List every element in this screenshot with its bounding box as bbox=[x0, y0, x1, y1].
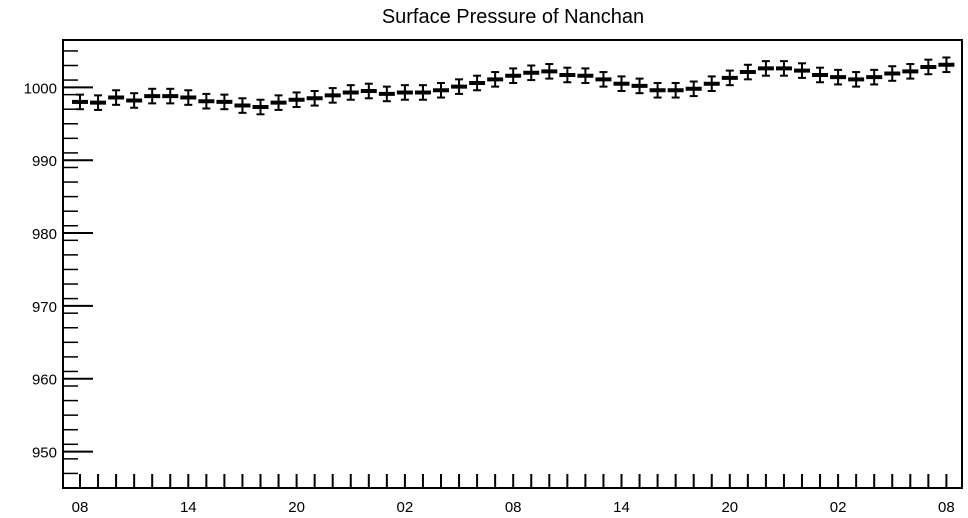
data-point bbox=[396, 84, 413, 101]
data-point bbox=[90, 94, 107, 111]
data-point bbox=[902, 63, 919, 80]
data-point bbox=[938, 56, 955, 74]
data-point bbox=[685, 80, 702, 98]
y-tick-label: 950 bbox=[32, 445, 57, 462]
data-point bbox=[288, 91, 305, 109]
data-point bbox=[866, 68, 883, 86]
data-point bbox=[234, 97, 251, 114]
data-point bbox=[721, 69, 738, 87]
y-tick-label: 990 bbox=[32, 153, 57, 170]
x-tick-label: 20 bbox=[721, 499, 738, 516]
data-point bbox=[739, 63, 756, 81]
data-point bbox=[162, 87, 179, 105]
data-point bbox=[757, 60, 774, 77]
data-point bbox=[378, 85, 395, 103]
data-point bbox=[523, 64, 540, 82]
data-point bbox=[469, 74, 486, 92]
y-axis: 950 960 970 980 990 1000 bbox=[24, 50, 93, 489]
x-tick-label: 14 bbox=[180, 499, 197, 516]
data-point bbox=[451, 78, 468, 95]
x-tick-label: 20 bbox=[288, 499, 305, 516]
data-point bbox=[126, 92, 143, 109]
data-point bbox=[360, 82, 377, 100]
y-tick-label: 970 bbox=[32, 299, 57, 316]
data-point bbox=[180, 89, 197, 106]
data-point bbox=[342, 84, 359, 101]
data-point bbox=[559, 66, 576, 84]
data-point bbox=[433, 81, 449, 99]
data-point bbox=[270, 94, 287, 111]
data-point bbox=[884, 65, 901, 82]
data-point bbox=[108, 89, 125, 106]
data-point bbox=[72, 93, 88, 111]
data-point bbox=[216, 93, 233, 111]
y-tick-label: 980 bbox=[32, 226, 57, 243]
y-tick-label: 1000 bbox=[24, 80, 57, 97]
x-tick-label: 14 bbox=[613, 499, 630, 516]
data-point bbox=[505, 67, 522, 84]
x-tick-label: 08 bbox=[938, 499, 955, 516]
plot-frame bbox=[62, 39, 963, 489]
data-point bbox=[541, 63, 558, 80]
data-point bbox=[613, 75, 630, 92]
data-point bbox=[306, 89, 323, 107]
data-point bbox=[144, 87, 161, 105]
x-tick-label: 08 bbox=[72, 499, 89, 516]
data-point bbox=[830, 68, 847, 86]
data-point bbox=[577, 67, 594, 84]
data-point bbox=[649, 81, 666, 99]
data-point bbox=[667, 81, 684, 99]
data-point bbox=[848, 71, 865, 88]
data-point bbox=[324, 87, 341, 104]
data-point bbox=[595, 71, 612, 88]
data-points bbox=[72, 56, 955, 116]
data-point bbox=[920, 58, 937, 76]
x-tick-label: 08 bbox=[505, 499, 522, 516]
data-point bbox=[198, 92, 215, 110]
data-point bbox=[703, 75, 720, 92]
chart-title: Surface Pressure of Nanchan bbox=[382, 6, 644, 28]
x-axis: 08 14 20 02 08 14 20 02 08 bbox=[72, 474, 955, 516]
data-point bbox=[794, 62, 810, 79]
data-point bbox=[487, 71, 504, 88]
data-point bbox=[812, 66, 829, 84]
data-point bbox=[631, 77, 648, 95]
x-tick-label: 02 bbox=[397, 499, 414, 516]
y-tick-label: 960 bbox=[32, 372, 57, 389]
data-point bbox=[414, 84, 431, 101]
x-tick-label: 02 bbox=[830, 499, 847, 516]
data-point bbox=[775, 60, 792, 77]
data-point bbox=[252, 98, 269, 116]
